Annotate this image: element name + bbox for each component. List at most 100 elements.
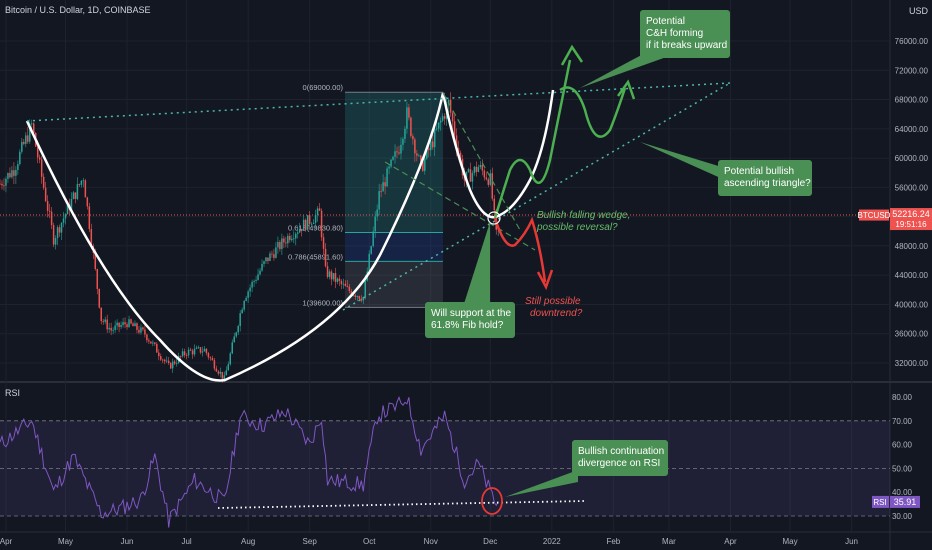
time-tick-label: Apr <box>724 537 737 546</box>
ascending-support-line[interactable] <box>342 82 731 311</box>
triangle-projection[interactable] <box>559 86 627 138</box>
label-downtrend-line1: Still possible <box>525 296 581 307</box>
candle-body <box>54 238 57 245</box>
candle-body <box>489 173 492 185</box>
rsi-divergence-circle[interactable] <box>481 487 503 515</box>
candle-body <box>257 274 259 280</box>
candle-body <box>483 170 486 178</box>
candle-body <box>60 222 63 233</box>
candle-body <box>382 182 384 192</box>
candle-body <box>223 375 226 379</box>
callout-fib-line2: 61.8% Fib hold? <box>431 320 504 331</box>
rsi-tick-label: 40.00 <box>892 488 913 497</box>
last-price-symbol: BTCUSD <box>858 211 891 220</box>
candle-body <box>473 166 476 173</box>
bullish-projection[interactable] <box>493 59 572 219</box>
candle-body <box>362 297 365 301</box>
candle-body <box>477 167 480 172</box>
candle-body <box>372 231 374 247</box>
wedge-line-upper[interactable] <box>442 92 521 231</box>
drawings <box>25 44 731 382</box>
candle-body <box>88 206 91 230</box>
candle-body <box>279 242 281 249</box>
candle-body <box>404 128 406 139</box>
candle-body <box>487 179 490 185</box>
candle-body <box>142 327 144 330</box>
time-tick-label: Apr <box>0 537 13 546</box>
bearish-projection-arrow[interactable] <box>536 269 554 291</box>
fib-support-circle[interactable] <box>487 211 501 225</box>
candle-body <box>491 173 494 199</box>
candle-body <box>167 360 170 364</box>
candle-body <box>152 342 154 344</box>
candle-body <box>42 176 45 188</box>
candle-body <box>261 263 263 271</box>
callout-cup-handle[interactable]: Potential C&H forming if it breaks upward <box>640 10 730 58</box>
triangle-projection-arrow[interactable] <box>616 79 636 100</box>
candle-body <box>13 170 15 176</box>
time-tick-label: Jun <box>121 537 134 546</box>
candle-body <box>318 208 321 211</box>
candle-body <box>437 122 440 129</box>
last-price-countdown: 19:51:16 <box>895 220 927 229</box>
candle-body <box>1 183 3 186</box>
callout-pointer-triangle <box>640 142 725 180</box>
candle-body <box>412 136 414 140</box>
candle-body <box>380 191 382 192</box>
candle-body <box>410 117 412 137</box>
candle-body <box>98 288 100 308</box>
candle-body <box>80 180 83 185</box>
rsi-tick-label: 80.00 <box>892 393 913 402</box>
bearish-projection[interactable] <box>493 216 547 283</box>
rsi-badge-label: RSI <box>873 498 886 507</box>
callout-rsi[interactable]: Bullish continuation divergence on RSI <box>572 440 668 476</box>
candle-body <box>74 192 77 199</box>
candle-body <box>429 141 432 151</box>
candle-body <box>398 152 400 154</box>
candle-body <box>114 325 116 330</box>
rsi-pane[interactable] <box>0 384 890 530</box>
candle-body <box>134 323 136 327</box>
rsi-value-badge: RSI 35.91 <box>872 495 920 508</box>
price-tick-label: 56000.00 <box>895 183 929 192</box>
callout-triangle[interactable]: Potential bullish ascending triangle? <box>718 160 812 196</box>
candle-body <box>356 296 359 298</box>
time-tick-label: Dec <box>483 537 497 546</box>
candle-body <box>140 327 142 333</box>
candle-body <box>104 319 106 322</box>
candle-body <box>144 329 146 335</box>
candle-body <box>0 183 1 185</box>
candle-body <box>225 370 228 376</box>
candle-body <box>122 322 124 325</box>
time-axis[interactable]: Apr May Jun Jul Aug Sep Oct Nov Dec 2022 Feb Mar Apr… <box>0 537 858 546</box>
candle-body <box>247 291 249 298</box>
wedge-line-lower[interactable] <box>384 161 536 251</box>
currency-badge[interactable]: USD <box>893 4 930 18</box>
callout-fib[interactable]: Will support at the 61.8% Fib hold? <box>425 302 515 338</box>
candle-body <box>326 266 329 277</box>
bullish-projection-arrow[interactable] <box>560 44 584 66</box>
candle-body <box>183 351 186 356</box>
price-axis[interactable]: 32000.00 36000.00 40000.00 44000.00 48000.00… <box>895 37 929 368</box>
candle-body <box>162 359 164 361</box>
candle-body <box>21 141 23 152</box>
candle-body <box>116 322 118 326</box>
label-falling-wedge-line1: Bullish falling wedge, <box>537 210 630 221</box>
candle-body <box>215 368 218 372</box>
candle-body <box>58 227 61 233</box>
candle-body <box>422 161 424 171</box>
candle-body <box>227 364 230 371</box>
price-tick-label: 48000.00 <box>895 242 929 251</box>
candle-body <box>108 327 110 330</box>
candle-body <box>193 348 196 355</box>
rsi-axis[interactable]: 30.00 40.00 50.00 60.00 70.00 80.00 <box>892 393 913 521</box>
candle-body <box>11 170 13 178</box>
time-tick-label: May <box>58 537 73 546</box>
candle-body <box>255 279 257 281</box>
cup-curve[interactable] <box>25 89 555 382</box>
